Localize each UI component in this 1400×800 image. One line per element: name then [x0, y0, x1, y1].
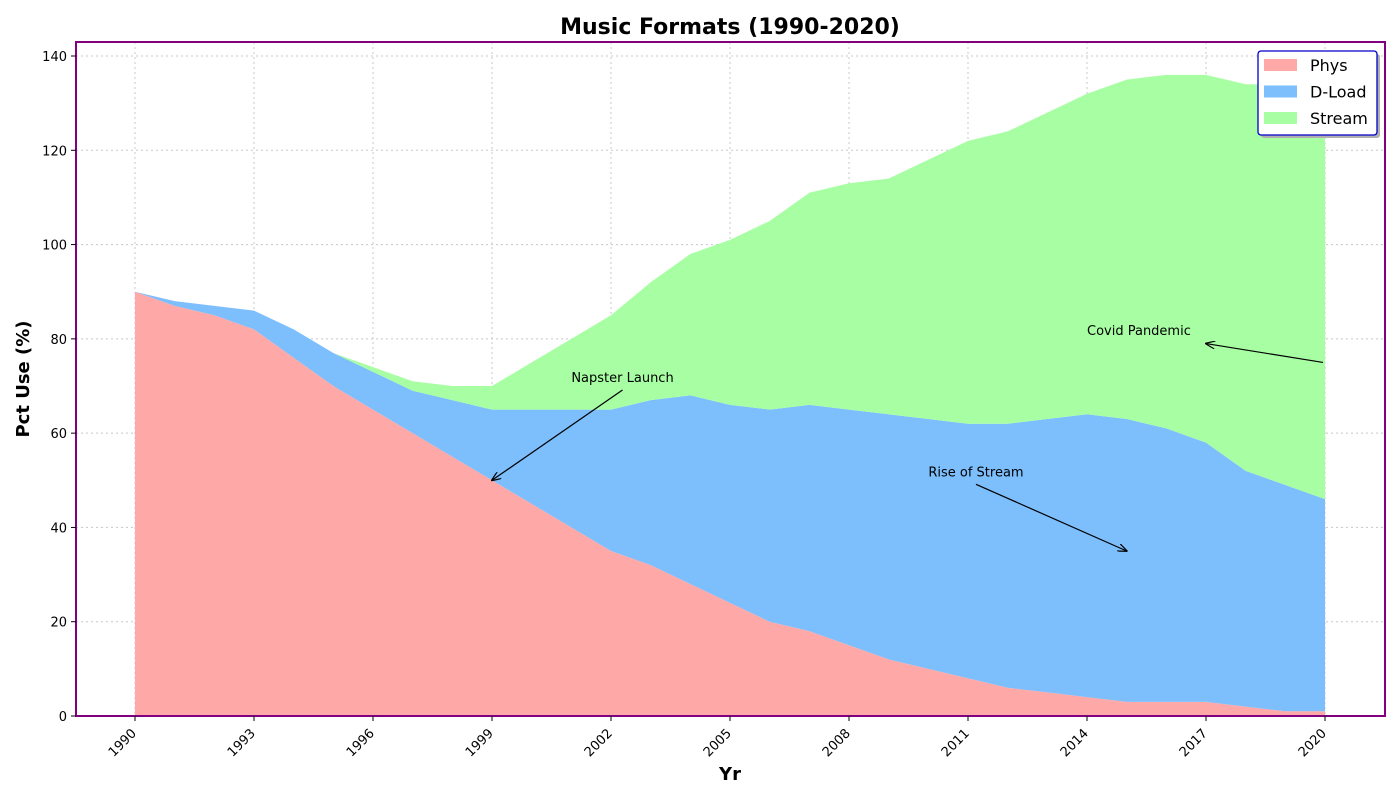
x-tick-label: 2017: [1177, 726, 1211, 760]
chart-title: Music Formats (1990-2020): [560, 15, 900, 40]
x-tick-label: 1993: [225, 726, 259, 760]
y-tick-label: 60: [50, 427, 67, 442]
legend: Phys D-Load Stream: [1258, 51, 1380, 138]
stacked-areas: [135, 75, 1325, 716]
legend-swatch-phys: [1264, 59, 1297, 71]
x-tick-label: 2020: [1296, 726, 1330, 760]
y-tick-label: 0: [59, 710, 67, 725]
x-tick-label: 1996: [344, 726, 378, 760]
x-tick-label: 2008: [820, 726, 854, 760]
x-tick-label: 2011: [939, 726, 973, 760]
x-tick-label: 1990: [106, 726, 140, 760]
x-axis-ticks: 1990 1993 1996 1999 2002 2005 2008 2011 2014 2017…: [106, 716, 1330, 760]
x-tick-label: 2002: [582, 726, 616, 760]
annotation-text: Rise of Stream: [928, 465, 1023, 480]
y-tick-label: 120: [42, 144, 67, 159]
y-tick-label: 80: [50, 333, 67, 348]
annotation-text: Covid Pandemic: [1087, 324, 1191, 339]
legend-label-stream: Stream: [1310, 109, 1368, 128]
y-tick-label: 40: [50, 521, 67, 536]
legend-swatch-d-load: [1264, 86, 1297, 98]
x-tick-label: 1999: [463, 726, 497, 760]
y-tick-label: 100: [42, 239, 67, 254]
legend-swatch-stream: [1264, 112, 1297, 124]
y-tick-label: 20: [50, 616, 67, 631]
legend-label-phys: Phys: [1310, 56, 1348, 75]
y-axis-ticks: 0 20 40 60 80 100 120 140: [42, 50, 76, 725]
x-tick-label: 2005: [701, 726, 735, 760]
x-tick-label: 2014: [1058, 726, 1092, 760]
legend-label-d-load: D-Load: [1310, 83, 1366, 102]
y-tick-label: 140: [42, 50, 67, 65]
y-axis-label: Pct Use (%): [13, 320, 34, 437]
x-axis-label: Yr: [718, 764, 741, 785]
annotation-text: Napster Launch: [571, 371, 673, 386]
